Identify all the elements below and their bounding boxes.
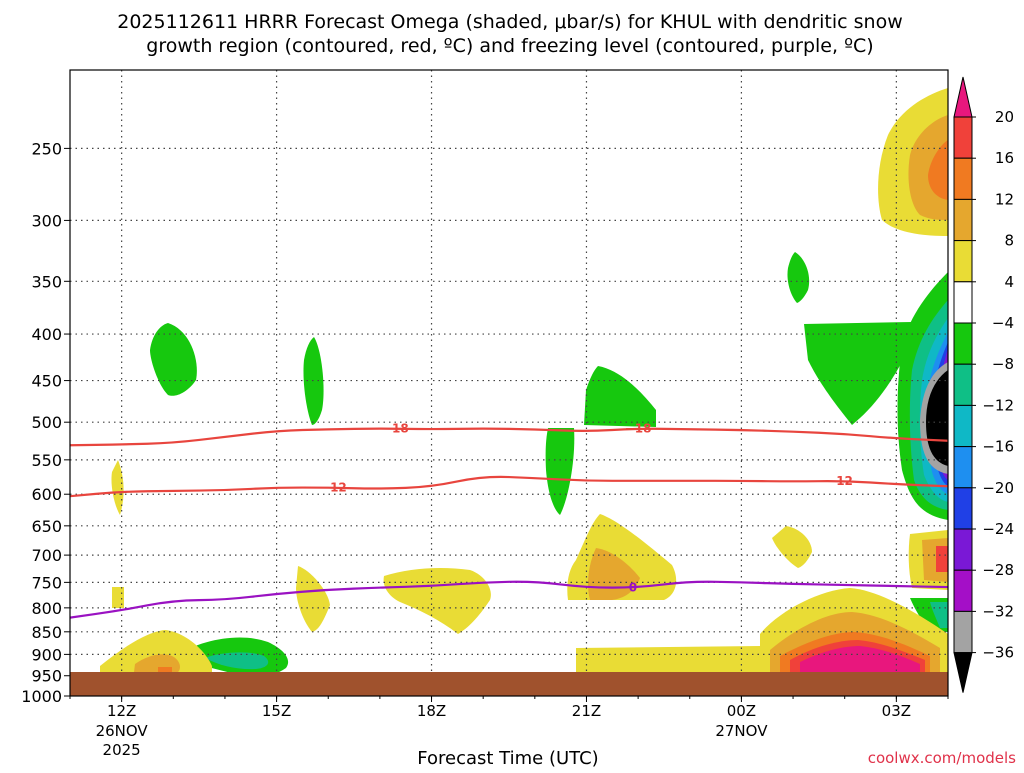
colorbar-label: −12 bbox=[982, 396, 1014, 414]
omega-region bbox=[111, 460, 124, 515]
colorbar-swatch bbox=[953, 240, 973, 283]
credit-text: coolwx.com/models bbox=[868, 749, 1016, 767]
omega-region bbox=[926, 370, 948, 466]
omega-region bbox=[545, 428, 575, 515]
omega-region bbox=[930, 602, 948, 628]
contour-line-0 bbox=[70, 580, 948, 619]
omega-region bbox=[772, 526, 812, 568]
chart-title-line1: 2025112611 HRRR Forecast Omega (shaded, … bbox=[117, 11, 903, 33]
grid-lines bbox=[70, 70, 948, 696]
terrain-strip bbox=[70, 672, 948, 696]
x-tick-label: 03Z bbox=[882, 702, 911, 720]
x-tick-label: 15Z bbox=[262, 702, 291, 720]
x-tick-date: 27NOV bbox=[715, 722, 768, 740]
y-tick-label: 1000 bbox=[21, 687, 62, 706]
x-tick-label: 21Z bbox=[572, 702, 601, 720]
y-tick-label: 300 bbox=[31, 211, 62, 230]
y-tick-label: 800 bbox=[31, 599, 62, 618]
y-tick-label: 350 bbox=[31, 272, 62, 291]
x-tick-date: 26NOV bbox=[96, 722, 149, 740]
colorbar-swatch bbox=[953, 610, 973, 654]
colorbar-swatch bbox=[953, 404, 973, 448]
omega-region bbox=[800, 646, 920, 672]
colorbar-label: −28 bbox=[982, 561, 1014, 579]
contour-label: −12 bbox=[826, 474, 853, 488]
x-axis-label: Forecast Time (UTC) bbox=[417, 748, 598, 768]
x-tick-year: 2025 bbox=[103, 741, 141, 759]
colorbar-swatch bbox=[953, 569, 973, 612]
colorbar-label: 4 bbox=[1004, 273, 1014, 291]
plot-border bbox=[69, 69, 949, 697]
omega-region bbox=[936, 546, 948, 572]
colorbar-label: −8 bbox=[992, 355, 1014, 373]
chart-title-line2: growth region (contoured, red, ºC) and f… bbox=[146, 35, 873, 57]
colorbar-label: 20 bbox=[995, 108, 1014, 126]
y-tick-label: 250 bbox=[31, 139, 62, 158]
colorbar-swatch bbox=[953, 363, 973, 406]
omega-region bbox=[150, 323, 197, 396]
colorbar-swatch bbox=[953, 281, 973, 324]
omega-region bbox=[804, 322, 912, 425]
colorbar-label: 16 bbox=[995, 149, 1014, 167]
omega-region bbox=[112, 587, 124, 608]
colorbar-swatch bbox=[953, 198, 973, 242]
x-tick-label: 18Z bbox=[417, 702, 446, 720]
colorbar-bottom-arrow bbox=[953, 652, 973, 693]
y-tick-label: 450 bbox=[31, 372, 62, 391]
contour-label: −18 bbox=[625, 421, 652, 435]
contour-line--12 bbox=[70, 475, 948, 498]
colorbar-label: −16 bbox=[982, 438, 1014, 456]
contour-labels: −18 −18 −12 −12 0 bbox=[320, 421, 853, 594]
contour-line--18 bbox=[70, 427, 948, 447]
y-tick-label: 700 bbox=[31, 546, 62, 565]
contour-lines bbox=[70, 427, 948, 619]
colorbar-label: −20 bbox=[982, 479, 1014, 497]
y-tick-label: 950 bbox=[31, 667, 62, 686]
colorbar-label: −4 bbox=[992, 314, 1014, 332]
omega-shading bbox=[100, 88, 948, 677]
contour-label: −12 bbox=[320, 481, 347, 495]
contour-label: 0 bbox=[629, 581, 637, 595]
y-tick-label: 650 bbox=[31, 517, 62, 536]
omega-region bbox=[205, 652, 269, 670]
colorbar-swatch bbox=[953, 446, 973, 489]
omega-region bbox=[158, 667, 172, 672]
y-tick-label: 400 bbox=[31, 325, 62, 344]
plot-area bbox=[70, 70, 948, 696]
colorbar: 20 16 12 8 4 −4 −8 −12 −16 −20 −24 −28 −32 −36 bbox=[953, 76, 1014, 693]
y-tick-label: 900 bbox=[31, 645, 62, 664]
colorbar-label: −24 bbox=[982, 520, 1014, 538]
omega-region bbox=[787, 252, 810, 303]
colorbar-label: 12 bbox=[995, 190, 1014, 208]
y-tick-label: 600 bbox=[31, 485, 62, 504]
colorbar-swatch bbox=[953, 322, 973, 365]
colorbar-label: −32 bbox=[982, 602, 1014, 620]
colorbar-swatch bbox=[953, 487, 973, 530]
contour-label: −18 bbox=[382, 422, 409, 436]
colorbar-swatch bbox=[953, 157, 973, 200]
colorbar-label: 8 bbox=[1004, 232, 1014, 250]
y-tick-label: 550 bbox=[31, 451, 62, 470]
y-tick-label: 500 bbox=[31, 413, 62, 432]
colorbar-label: −36 bbox=[982, 644, 1014, 662]
omega-region bbox=[584, 366, 656, 427]
x-tick-label: 12Z bbox=[107, 702, 136, 720]
omega-region bbox=[100, 630, 212, 672]
omega-region bbox=[928, 140, 948, 200]
y-axis: 250 300 350 400 450 500 550 600 650 700 750 800 850 9… bbox=[21, 139, 70, 706]
y-tick-label: 850 bbox=[31, 623, 62, 642]
omega-region bbox=[576, 646, 760, 672]
omega-region bbox=[303, 337, 324, 425]
colorbar-swatch bbox=[953, 528, 973, 571]
colorbar-swatch bbox=[953, 116, 973, 159]
colorbar-top-arrow bbox=[953, 76, 973, 118]
x-tick-label: 00Z bbox=[727, 702, 756, 720]
omega-region bbox=[296, 566, 330, 632]
y-tick-label: 750 bbox=[31, 573, 62, 592]
